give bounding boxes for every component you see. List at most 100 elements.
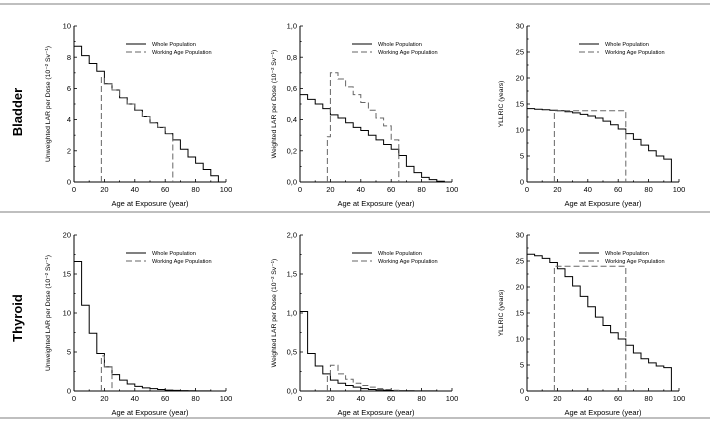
- x-axis-title: Age at Exposure (year): [111, 199, 189, 208]
- x-tick-label: 60: [161, 394, 169, 403]
- y-tick-label: 0,4: [287, 115, 297, 124]
- y-tick-label: 10: [516, 335, 524, 344]
- x-tick-label: 100: [673, 394, 686, 403]
- chart-bladder-ylric: 0 20 40 60 80 100 0 5 10 15 20 25 30 Age at Exposure …: [498, 22, 685, 208]
- series-working-age-population: [326, 364, 400, 391]
- legend-label: Whole Population: [378, 42, 422, 48]
- series-working-age-population: [100, 76, 174, 182]
- x-axis-title: Age at Exposure (year): [564, 408, 642, 417]
- y-axis-title: YLLRIC (years): [498, 81, 505, 128]
- y-tick-label: 25: [516, 48, 524, 57]
- x-tick-label: 0: [525, 185, 529, 194]
- y-axis-title: Weighted LAR per Dose (10⁻² Sv⁻¹): [271, 50, 278, 159]
- row-label-thyroid: Thyroid: [10, 294, 25, 342]
- y-tick-label: 5: [520, 152, 524, 161]
- series-working-age-population: [326, 72, 400, 182]
- x-tick-label: 100: [446, 185, 459, 194]
- legend-label: Working Age Population: [152, 259, 212, 265]
- series-whole-population: [74, 45, 219, 182]
- x-tick-label: 20: [553, 185, 561, 194]
- y-tick-label: 0: [67, 387, 71, 396]
- y-tick-label: 5: [67, 348, 71, 357]
- x-tick-label: 40: [584, 394, 592, 403]
- y-tick-label: 6: [67, 84, 71, 93]
- x-tick-label: 60: [161, 185, 169, 194]
- x-tick-label: 0: [298, 394, 302, 403]
- x-tick-label: 100: [220, 185, 233, 194]
- legend-label: Whole Population: [152, 251, 196, 257]
- chart-thyroid-ylric: 0 20 40 60 80 100 0 5 10 15 20 25 30 Age at Exposure …: [498, 231, 685, 417]
- x-tick-label: 80: [644, 185, 652, 194]
- y-tick-label: 20: [516, 283, 524, 292]
- series-working-age-population: [100, 355, 113, 391]
- x-tick-label: 100: [673, 185, 686, 194]
- row-label-bladder: Bladder: [10, 88, 25, 136]
- legend-label: Working Age Population: [378, 50, 438, 56]
- x-tick-label: 40: [357, 185, 365, 194]
- x-tick-label: 80: [191, 185, 199, 194]
- y-tick-label: 30: [516, 231, 524, 240]
- y-axis-title: Unweighted LAR per Dose (10⁻² Sv⁻¹): [45, 255, 52, 371]
- x-tick-label: 80: [644, 394, 652, 403]
- x-tick-label: 80: [191, 394, 199, 403]
- y-tick-label: 0,8: [287, 53, 297, 62]
- legend-label: Working Age Population: [152, 50, 212, 56]
- legend-label: Whole Population: [152, 42, 196, 48]
- y-tick-label: 10: [516, 126, 524, 135]
- x-tick-label: 20: [326, 185, 334, 194]
- y-tick-label: 0: [520, 178, 524, 187]
- y-tick-label: 15: [516, 100, 524, 109]
- legend-label: Working Age Population: [605, 50, 665, 56]
- series-whole-population: [527, 108, 672, 182]
- series-whole-population: [74, 261, 219, 392]
- chart-bladder-weighted: 0 20 40 60 80 100 0,0 0,2 0,4 0,6 0,8 1,0 Age at Exp…: [271, 22, 458, 208]
- x-tick-label: 40: [131, 394, 139, 403]
- x-axis-title: Age at Exposure (year): [337, 199, 415, 208]
- y-tick-label: 0,6: [287, 84, 297, 93]
- y-tick-label: 5: [520, 361, 524, 370]
- series-working-age-population: [553, 110, 627, 182]
- y-axis-title: YLLRIC (years): [498, 290, 505, 337]
- y-tick-label: 25: [516, 257, 524, 266]
- x-tick-label: 40: [584, 185, 592, 194]
- y-tick-label: 1,0: [287, 22, 297, 31]
- y-tick-label: 2: [67, 146, 71, 155]
- x-axis-title: Age at Exposure (year): [337, 408, 415, 417]
- x-tick-label: 0: [298, 185, 302, 194]
- x-tick-label: 20: [553, 394, 561, 403]
- chart-bladder-unweighted: 0 20 40 60 80 100 0 2 4 6 8 10 Age at Exposure (year…: [45, 22, 232, 208]
- x-tick-label: 60: [387, 394, 395, 403]
- x-tick-label: 100: [446, 394, 459, 403]
- x-tick-label: 80: [417, 394, 425, 403]
- y-tick-label: 1,0: [287, 309, 297, 318]
- series-whole-population: [300, 310, 445, 392]
- y-tick-label: 0,0: [287, 178, 297, 187]
- x-axis-title: Age at Exposure (year): [111, 408, 189, 417]
- y-tick-label: 0: [67, 178, 71, 187]
- legend-label: Whole Population: [605, 42, 649, 48]
- series-whole-population: [527, 253, 672, 391]
- y-tick-label: 20: [63, 231, 71, 240]
- y-tick-label: 15: [516, 309, 524, 318]
- y-tick-label: 1,5: [287, 270, 297, 279]
- series-working-age-population: [553, 265, 627, 391]
- x-tick-label: 40: [131, 185, 139, 194]
- x-tick-label: 40: [357, 394, 365, 403]
- x-tick-label: 60: [387, 185, 395, 194]
- legend-label: Whole Population: [378, 251, 422, 257]
- x-tick-label: 0: [72, 185, 76, 194]
- y-axis-title: Unweighted LAR per Dose (10⁻² Sv⁻¹): [45, 46, 52, 162]
- y-tick-label: 20: [516, 74, 524, 83]
- y-tick-label: 10: [63, 309, 71, 318]
- y-axis-title: Weighted LAR per Dose (10⁻² Sv⁻¹): [271, 259, 278, 368]
- x-tick-label: 20: [100, 185, 108, 194]
- x-tick-label: 20: [100, 394, 108, 403]
- y-tick-label: 0,5: [287, 348, 297, 357]
- y-tick-label: 8: [67, 53, 71, 62]
- y-tick-label: 4: [67, 115, 71, 124]
- y-tick-label: 30: [516, 22, 524, 31]
- y-tick-label: 10: [63, 22, 71, 31]
- x-tick-label: 60: [614, 394, 622, 403]
